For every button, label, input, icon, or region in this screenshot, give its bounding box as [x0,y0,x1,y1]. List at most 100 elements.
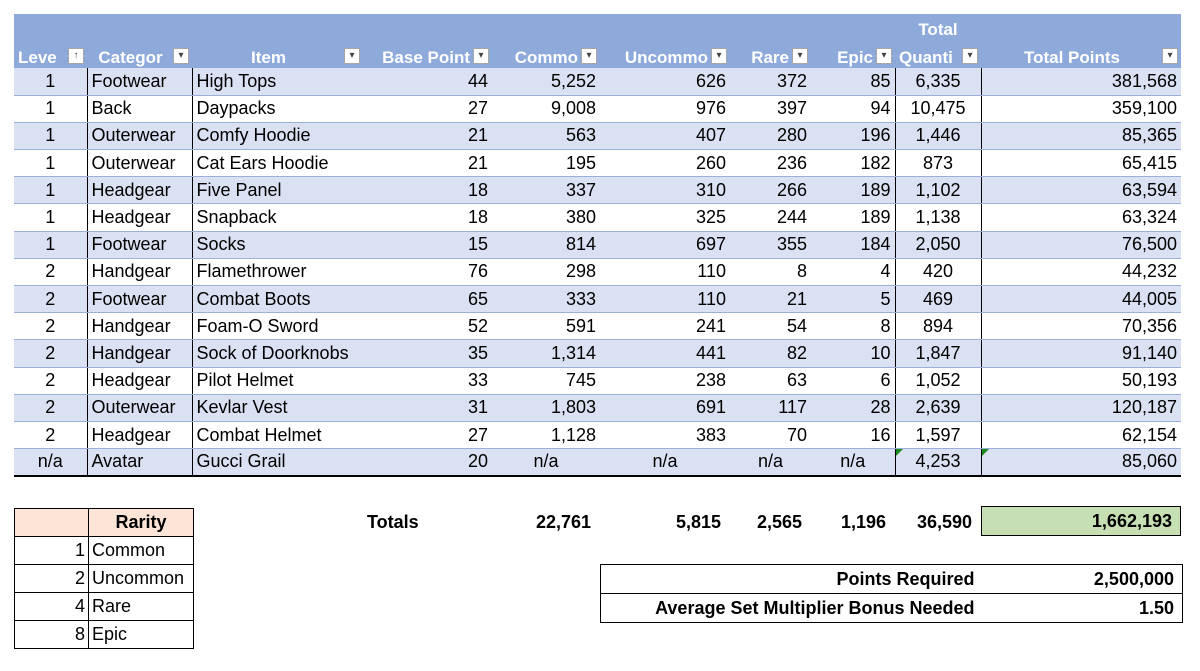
cell-rare[interactable]: 8 [730,258,811,287]
header-base-points[interactable]: Base Point ▾ [363,40,492,68]
cell-rare[interactable]: 266 [730,176,811,205]
cell-level[interactable]: 2 [14,285,87,314]
sort-filter-icon[interactable]: ↑ [68,48,84,64]
cell-base-points[interactable]: 21 [363,149,492,178]
cell-item[interactable]: Flamethrower [191,258,363,287]
cell-rare[interactable]: 397 [730,95,811,123]
cell-level[interactable]: 2 [14,312,87,341]
cell-total-points[interactable]: 44,005 [981,285,1181,314]
cell-common[interactable]: 9,008 [492,95,600,123]
cell-rare[interactable]: 54 [730,312,811,341]
cell-common[interactable]: 333 [492,285,600,314]
multiplier-value[interactable]: 1.50 [982,593,1183,623]
cell-total-points[interactable]: 76,500 [981,231,1181,259]
header-item[interactable]: Item ▾ [192,40,363,68]
filter-dropdown-icon[interactable]: ▾ [876,48,892,64]
cell-item[interactable]: Daypacks [191,95,363,123]
cell-total-points[interactable]: 63,324 [981,203,1181,232]
cell-total-points[interactable]: 359,100 [981,95,1181,123]
cell-level[interactable]: 2 [14,367,87,395]
cell-base-points[interactable]: 76 [363,258,492,287]
cell-category[interactable]: Headgear [86,203,192,232]
cell-total-points[interactable]: 44,232 [981,258,1181,287]
cell-uncommon[interactable]: 697 [600,231,730,259]
cell-total-quantity[interactable]: 469 [894,285,982,314]
cell-total-points[interactable]: 85,060 [981,448,1181,477]
cell-total-quantity[interactable]: 1,847 [894,339,982,368]
cell-rare[interactable]: 21 [730,285,811,314]
cell-base-points[interactable]: 52 [363,312,492,341]
cell-epic[interactable]: 16 [811,421,895,450]
cell-common[interactable]: 337 [492,176,600,205]
cell-level[interactable]: 1 [14,149,87,178]
cell-uncommon[interactable]: 238 [600,367,730,395]
cell-item[interactable]: Foam-O Sword [191,312,363,341]
filter-dropdown-icon[interactable]: ▾ [1162,48,1178,64]
cell-rare[interactable]: 355 [730,231,811,259]
filter-dropdown-icon[interactable]: ▾ [962,48,978,64]
cell-level[interactable]: 2 [14,339,87,368]
cell-epic[interactable]: 28 [811,394,895,422]
header-common[interactable]: Commo ▾ [492,40,600,68]
cell-category[interactable]: Footwear [86,68,192,96]
header-level[interactable]: Leve ↑ [14,40,87,68]
cell-item[interactable]: Combat Boots [191,285,363,314]
cell-total-points[interactable]: 85,365 [981,122,1181,151]
cell-level[interactable]: 1 [14,95,87,123]
cell-category[interactable]: Outerwear [86,394,192,422]
cell-base-points[interactable]: 21 [363,122,492,151]
cell-epic[interactable]: 184 [811,231,895,259]
cell-epic[interactable]: 196 [811,122,895,151]
cell-common[interactable]: 195 [492,149,600,178]
cell-category[interactable]: Handgear [86,312,192,341]
cell-level[interactable]: 2 [14,258,87,287]
header-rare[interactable]: Rare ▾ [730,40,811,68]
cell-total-quantity[interactable]: 1,597 [894,421,982,450]
cell-base-points[interactable]: 20 [363,448,492,477]
cell-uncommon[interactable]: 260 [600,149,730,178]
cell-uncommon[interactable]: 441 [600,339,730,368]
cell-category[interactable]: Handgear [86,339,192,368]
filter-dropdown-icon[interactable]: ▾ [473,48,489,64]
cell-level[interactable]: 1 [14,203,87,232]
cell-common[interactable]: 814 [492,231,600,259]
cell-epic[interactable]: 182 [811,149,895,178]
cell-category[interactable]: Avatar [86,448,192,477]
cell-item[interactable]: Gucci Grail [191,448,363,477]
cell-item[interactable]: Comfy Hoodie [191,122,363,151]
cell-base-points[interactable]: 33 [363,367,492,395]
cell-base-points[interactable]: 27 [363,95,492,123]
cell-rare[interactable]: 236 [730,149,811,178]
cell-rare[interactable]: 372 [730,68,811,96]
cell-level[interactable]: 1 [14,176,87,205]
cell-uncommon[interactable]: 626 [600,68,730,96]
cell-total-points[interactable]: 91,140 [981,339,1181,368]
cell-rare[interactable]: 63 [730,367,811,395]
cell-item[interactable]: Cat Ears Hoodie [191,149,363,178]
filter-dropdown-icon[interactable]: ▾ [711,48,727,64]
cell-base-points[interactable]: 15 [363,231,492,259]
cell-rare[interactable]: 82 [730,339,811,368]
cell-total-quantity[interactable]: 2,639 [894,394,982,422]
cell-uncommon[interactable]: 976 [600,95,730,123]
cell-epic[interactable]: 85 [811,68,895,96]
cell-item[interactable]: Kevlar Vest [191,394,363,422]
cell-base-points[interactable]: 35 [363,339,492,368]
cell-uncommon[interactable]: 310 [600,176,730,205]
cell-common[interactable]: 745 [492,367,600,395]
header-uncommon[interactable]: Uncommo ▾ [600,40,730,68]
cell-category[interactable]: Headgear [86,421,192,450]
cell-uncommon[interactable]: 383 [600,421,730,450]
cell-epic[interactable]: 5 [811,285,895,314]
cell-common[interactable]: 298 [492,258,600,287]
cell-category[interactable]: Handgear [86,258,192,287]
cell-total-points[interactable]: 65,415 [981,149,1181,178]
cell-uncommon[interactable]: 691 [600,394,730,422]
cell-uncommon[interactable]: n/a [600,448,730,477]
cell-epic[interactable]: 6 [811,367,895,395]
cell-rare[interactable]: 70 [730,421,811,450]
filter-dropdown-icon[interactable]: ▾ [581,48,597,64]
cell-epic[interactable]: 4 [811,258,895,287]
cell-total-quantity[interactable]: 894 [894,312,982,341]
cell-common[interactable]: 563 [492,122,600,151]
